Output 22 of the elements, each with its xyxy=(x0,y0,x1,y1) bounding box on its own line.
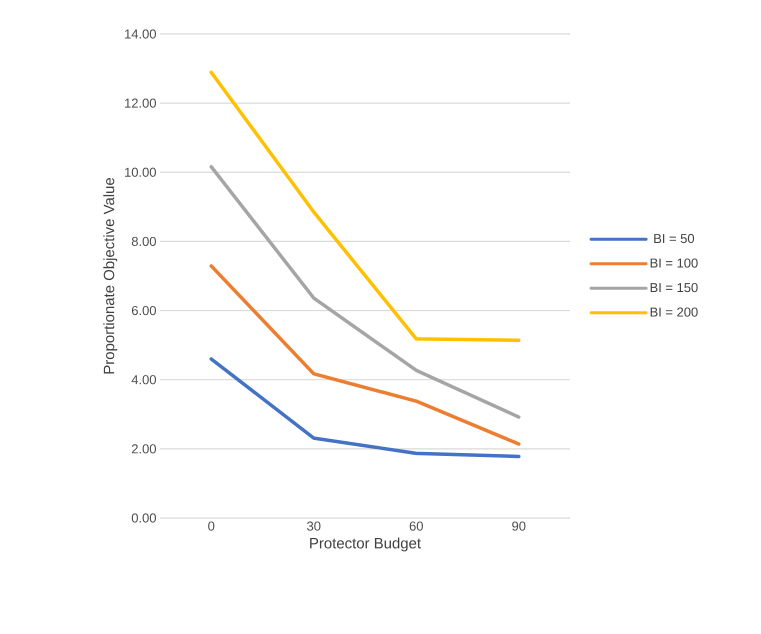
legend-label: BI = 150 xyxy=(650,282,698,292)
y-tick-label: 6.00 xyxy=(132,306,156,316)
line-series xyxy=(210,264,521,446)
y-tick-label: 14.00 xyxy=(125,29,156,39)
legend-label: BI = 200 xyxy=(650,307,698,317)
y-tick-label: 8.00 xyxy=(132,236,156,246)
y-tick-label: 2.00 xyxy=(132,444,156,454)
y-tick-label: 4.00 xyxy=(132,375,156,384)
y-tick-label: 10.00 xyxy=(125,168,156,177)
line-series xyxy=(210,70,521,342)
y-tick-label: 0.00 xyxy=(132,513,156,523)
y-tick-label: 12.00 xyxy=(125,98,156,108)
legend-label: BI = 50 xyxy=(654,234,694,244)
legend-label: BI = 100 xyxy=(650,258,698,268)
x-tick-label: 30 xyxy=(307,522,320,531)
line-series xyxy=(210,164,521,419)
line-series xyxy=(210,357,521,458)
x-tick-label: 0 xyxy=(208,522,214,531)
x-axis-title: Protector Budget xyxy=(310,538,421,552)
x-tick-label: 90 xyxy=(512,522,526,531)
y-axis-title: Proportionate Objective Value xyxy=(103,178,118,374)
x-tick-label: 60 xyxy=(410,522,423,531)
